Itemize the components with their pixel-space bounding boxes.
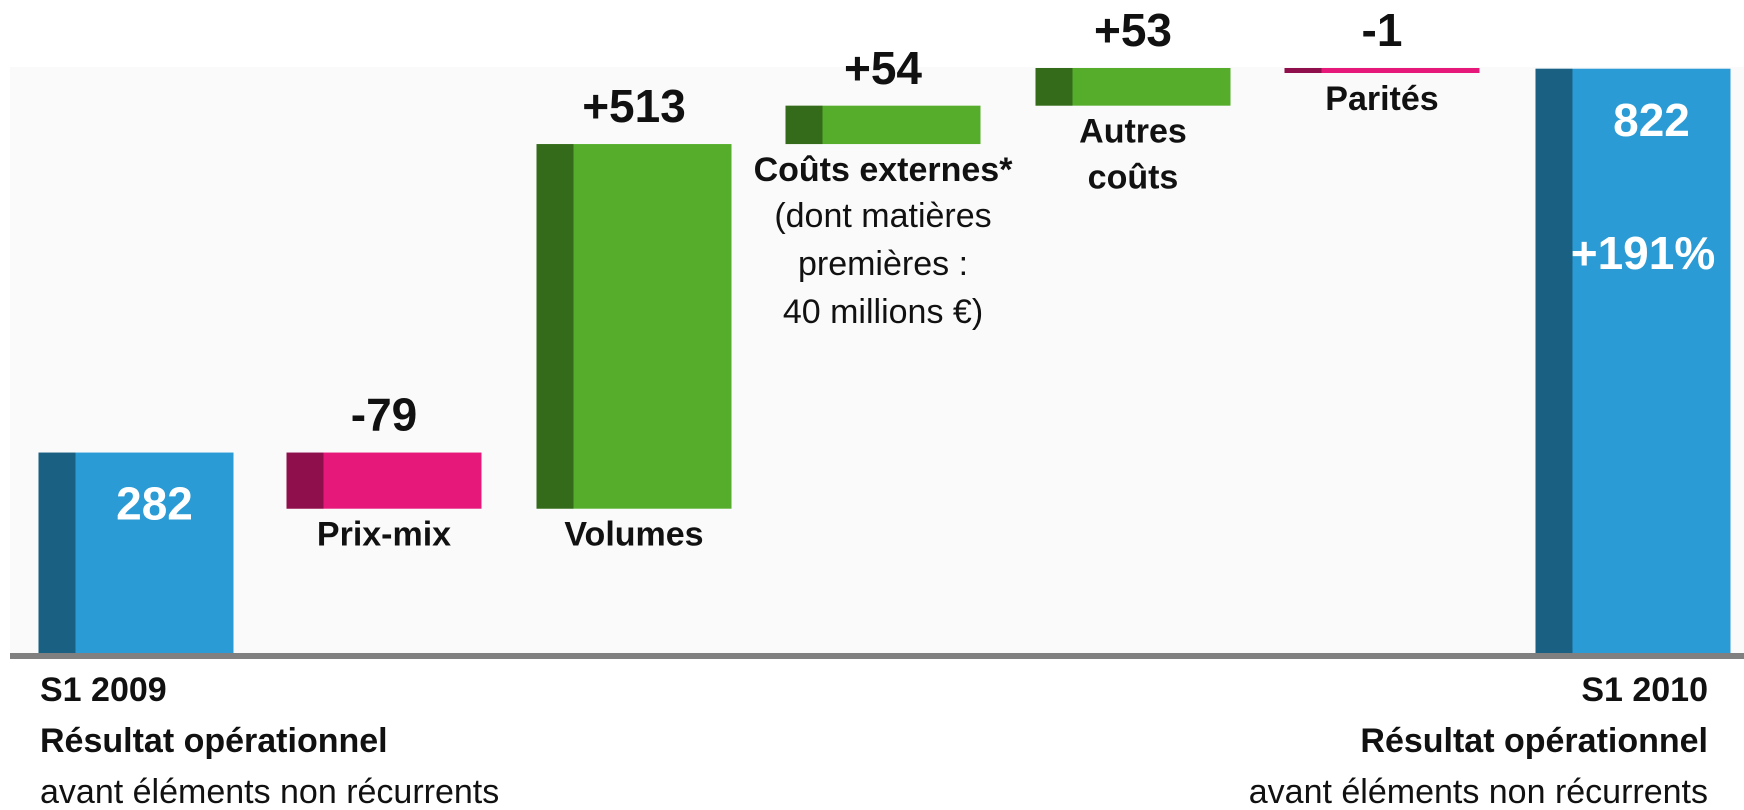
bar-shade [286,452,324,509]
bar [1035,68,1231,106]
category-note: 40 millions €) [783,293,983,331]
category-label: S1 2009 [40,671,167,709]
category-label: Résultat opérationnel [40,722,388,760]
bar [536,144,732,509]
bar [1284,68,1480,73]
category-note: (dont matières [774,197,991,235]
value-label: -1 [1362,4,1403,56]
bar [1535,68,1731,653]
category-label: Autres [1079,113,1187,151]
value-label: 822 [1613,94,1690,146]
category-label: Résultat opérationnel [1360,722,1708,760]
bar [38,452,234,653]
value-label: +54 [844,42,922,94]
category-note: premières : [798,245,968,283]
value-label: +53 [1094,4,1172,56]
category-note: avant éléments non récurrents [1249,773,1708,810]
category-label: Parités [1325,80,1438,118]
bar-shade [785,105,823,145]
plot-background [10,67,1744,653]
annotation: +191% [1571,227,1716,279]
bar [286,452,482,509]
bar-shade [38,452,76,653]
bar-shade [1035,68,1073,106]
value-label: -79 [351,389,417,441]
bar-shade [1535,68,1573,653]
category-label: Volumes [564,516,703,554]
category-note: avant éléments non récurrents [40,773,499,810]
category-label: S1 2010 [1581,671,1708,709]
category-label: coûts [1088,159,1179,197]
bar [785,105,981,145]
value-label: 282 [116,478,193,530]
bar-shade [1284,68,1322,73]
category-label: Coûts externes* [754,151,1014,189]
value-label: +513 [582,80,686,132]
category-label: Prix-mix [317,516,451,554]
bar-shade [536,144,574,509]
